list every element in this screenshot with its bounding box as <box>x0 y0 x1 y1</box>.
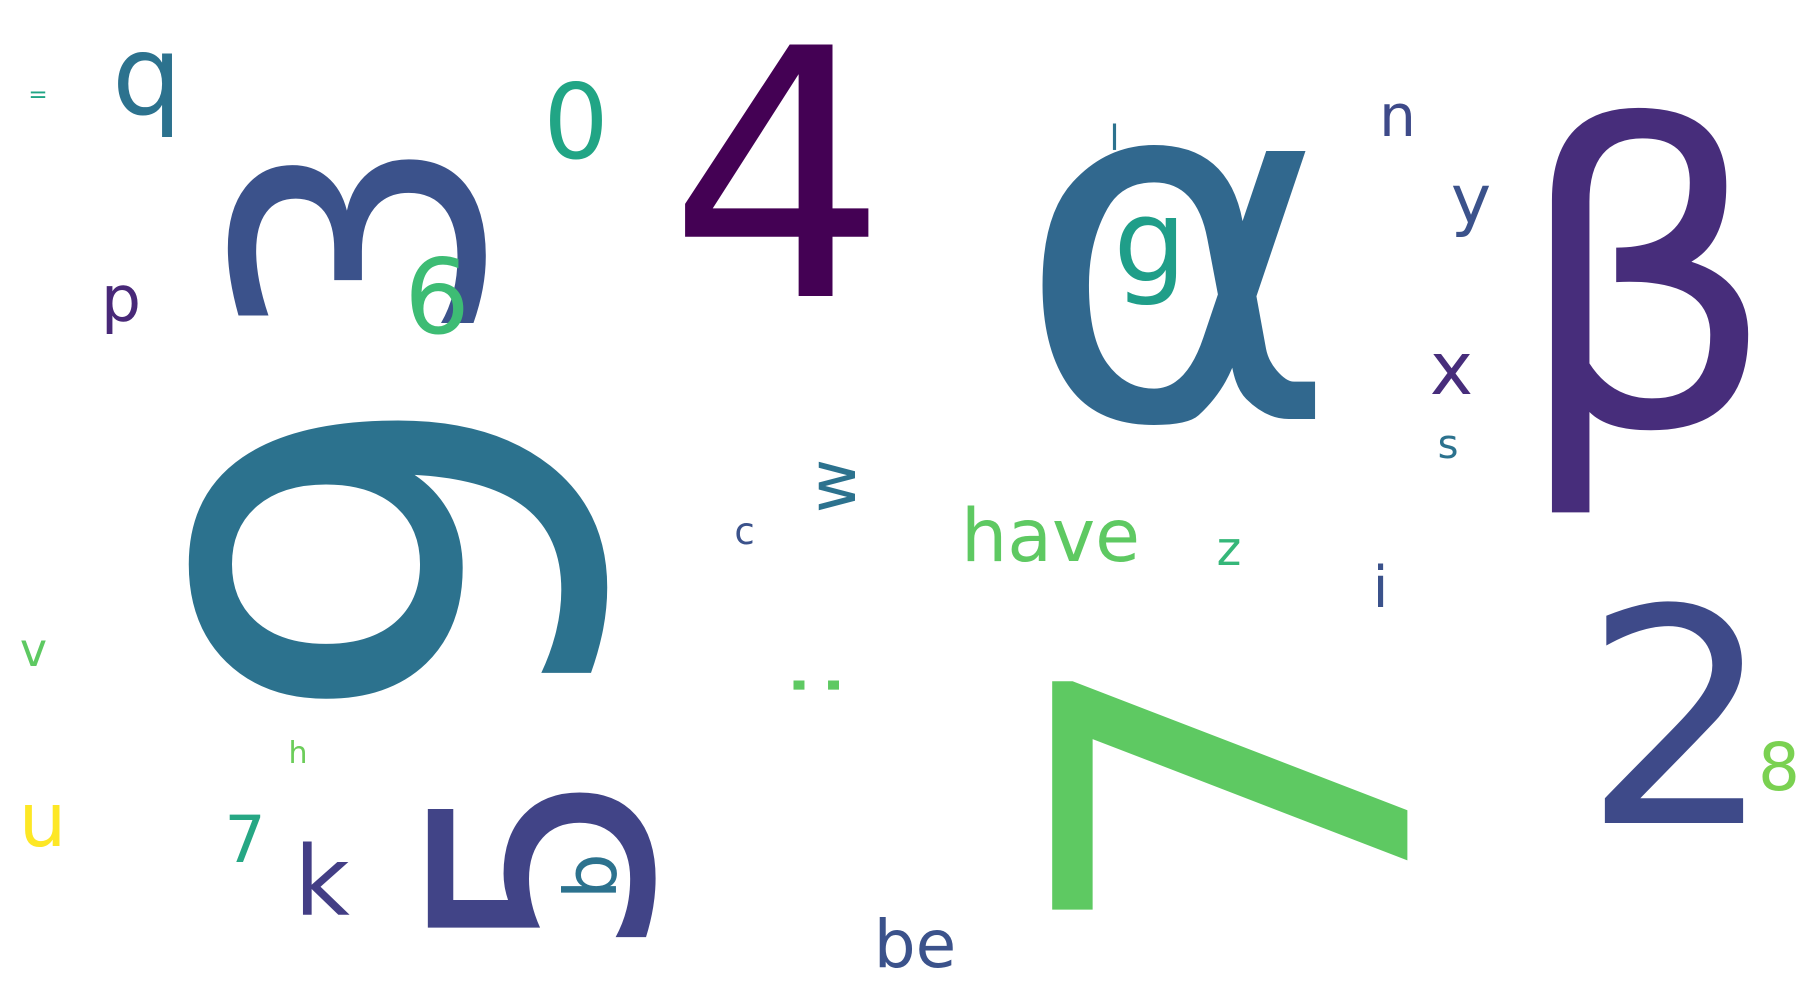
word-4: 4 <box>668 0 888 378</box>
word-x: x <box>1429 327 1474 412</box>
word-y: y <box>1450 161 1492 240</box>
word-g: g <box>1113 175 1187 309</box>
word-i: i <box>1372 555 1389 621</box>
word-7-large: 7 <box>954 640 1522 950</box>
word-3: 3 <box>164 132 562 349</box>
word-6: 6 <box>404 238 470 358</box>
word-have: have <box>960 494 1141 579</box>
word-colon: : <box>757 669 860 700</box>
word-k: k <box>294 826 350 938</box>
word-q: q <box>112 12 182 141</box>
word-be: be <box>873 906 957 983</box>
word-l: l <box>1109 119 1120 159</box>
word-equals: = <box>28 82 48 108</box>
word-alpha: α <box>1015 0 1339 535</box>
word-w: w <box>793 458 871 513</box>
word-n: n <box>1379 82 1416 150</box>
word-v: v <box>19 623 48 677</box>
word-5: 5 <box>367 765 724 961</box>
word-z: z <box>1216 522 1242 577</box>
word-s: s <box>1437 422 1459 468</box>
word-h: h <box>288 736 308 771</box>
word-u: u <box>18 776 67 864</box>
word-beta: β <box>1513 41 1778 525</box>
word-0: 0 <box>543 63 609 183</box>
word-9: 9 <box>86 381 731 734</box>
word-c: c <box>734 510 755 553</box>
word-8: 8 <box>1758 729 1800 807</box>
word-7-small: 7 <box>224 803 266 878</box>
word-b: b <box>549 853 634 899</box>
word-2: 2 <box>1583 546 1773 894</box>
word-p: p <box>101 262 141 336</box>
